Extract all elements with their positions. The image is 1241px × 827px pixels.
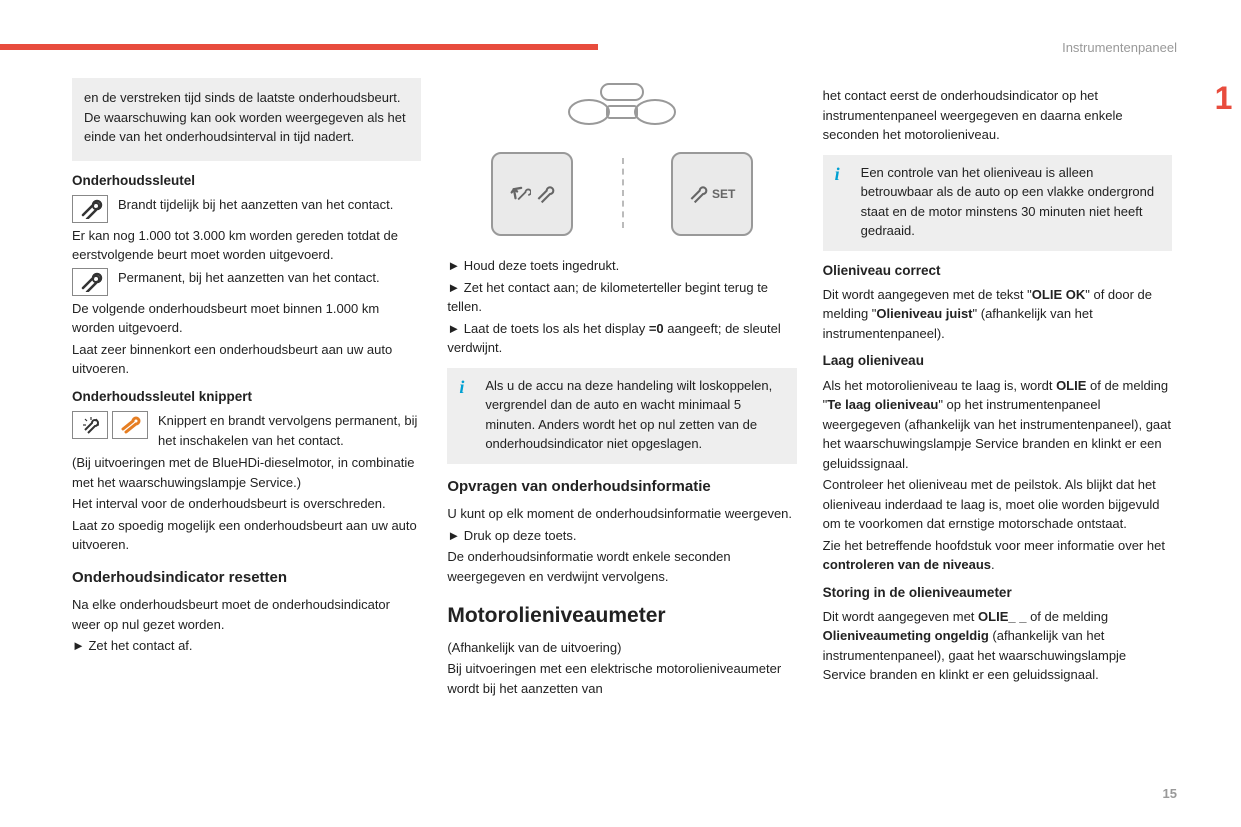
heading-motorolie: Motorolieniveaumeter <box>447 600 796 632</box>
para: U kunt op elk moment de onderhoudsinform… <box>447 504 796 524</box>
heading-opvragen: Opvragen van onderhoudsinformatie <box>447 476 796 499</box>
info-icon: i <box>835 161 840 188</box>
column-1: en de verstreken tijd sinds de laatste o… <box>72 78 421 700</box>
icon-pair <box>72 411 152 439</box>
para: (Bij uitvoeringen met de BlueHDi-dieselm… <box>72 453 421 492</box>
icon-row: Knippert en brandt vervolgens permanent,… <box>72 411 421 450</box>
info-text: Een controle van het olieniveau is allee… <box>861 163 1162 241</box>
button-illustration-right: SET <box>671 152 753 236</box>
icon-text: Brandt tijdelijk bij het aanzetten van h… <box>118 195 421 215</box>
para: Het interval voor de onderhoudsbeurt is … <box>72 494 421 514</box>
bullet: ► Laat de toets los als het display =0 a… <box>447 319 796 358</box>
wrench-flash-icon <box>72 411 108 439</box>
icon-row: Permanent, bij het aanzetten van het con… <box>72 268 421 296</box>
icon-text: Permanent, bij het aanzetten van het con… <box>118 268 421 288</box>
button-illustration-left <box>491 152 573 236</box>
divider-line <box>622 158 624 228</box>
para: (Afhankelijk van de uitvoering) <box>447 638 796 658</box>
heading-onderhoudssleutel: Onderhoudssleutel <box>72 171 421 191</box>
info-icon: i <box>459 374 464 401</box>
para: De onderhoudsinformatie wordt enkele sec… <box>447 547 796 586</box>
para: Zie het betreffende hoofdstuk voor meer … <box>823 536 1172 575</box>
bullet: ► Houd deze toets ingedrukt. <box>447 256 796 276</box>
column-2: SET ► Houd deze toets ingedrukt. ► Zet h… <box>447 78 796 700</box>
return-icon <box>509 183 531 205</box>
para: Controleer het olieniveau met de peilsto… <box>823 475 1172 534</box>
heading-laag: Laag olieniveau <box>823 351 1172 371</box>
heading-knippert: Onderhoudssleutel knippert <box>72 387 421 407</box>
wrench-icon <box>72 268 108 296</box>
para: Bij uitvoeringen met een elektrische mot… <box>447 659 796 698</box>
set-label: SET <box>712 185 735 203</box>
wrench-icon <box>535 184 555 204</box>
content-columns: en de verstreken tijd sinds de laatste o… <box>72 78 1172 700</box>
icon-row: Brandt tijdelijk bij het aanzetten van h… <box>72 195 421 223</box>
column-3: het contact eerst de onderhoudsindicator… <box>823 78 1172 700</box>
para: Er kan nog 1.000 tot 3.000 km worden ger… <box>72 226 421 265</box>
info-text: Als u de accu na deze handeling wilt los… <box>485 376 786 454</box>
page-number: 15 <box>1163 784 1177 804</box>
para: Laat zeer binnenkort een onderhoudsbeurt… <box>72 340 421 379</box>
wrench-icon <box>72 195 108 223</box>
heading-reset: Onderhoudsindicator resetten <box>72 567 421 590</box>
para: Als het motorolieniveau te laag is, word… <box>823 376 1172 474</box>
para: ► Druk op deze toets. <box>447 526 796 546</box>
para: het contact eerst de onderhoudsindicator… <box>823 86 1172 145</box>
para: De volgende onderhoudsbeurt moet binnen … <box>72 299 421 338</box>
intro-text: en de verstreken tijd sinds de laatste o… <box>84 88 409 147</box>
bullet: ► Zet het contact aan; de kilometertelle… <box>447 278 796 317</box>
section-header: Instrumentenpaneel <box>1062 38 1177 58</box>
heading-correct: Olieniveau correct <box>823 261 1172 281</box>
para: ► Zet het contact af. <box>72 636 421 656</box>
para: Dit wordt aangegeven met OLIE_ _ of de m… <box>823 607 1172 685</box>
top-accent-bar <box>0 44 598 50</box>
intro-callout: en de verstreken tijd sinds de laatste o… <box>72 78 421 161</box>
cluster-icon <box>567 82 677 126</box>
info-callout: i Een controle van het olieniveau is all… <box>823 155 1172 251</box>
para: Na elke onderhoudsbeurt moet de onderhou… <box>72 595 421 634</box>
wrench-orange-icon <box>112 411 148 439</box>
para: Laat zo spoedig mogelijk een onderhoudsb… <box>72 516 421 555</box>
wrench-icon <box>688 184 708 204</box>
icon-text: Knippert en brandt vervolgens permanent,… <box>158 411 421 450</box>
para: Dit wordt aangegeven met de tekst "OLIE … <box>823 285 1172 344</box>
chapter-tab: 1 <box>1206 78 1241 118</box>
heading-storing: Storing in de olieniveaumeter <box>823 583 1172 603</box>
dashboard-illustration: SET <box>447 78 796 248</box>
info-callout: i Als u de accu na deze handeling wilt l… <box>447 368 796 464</box>
